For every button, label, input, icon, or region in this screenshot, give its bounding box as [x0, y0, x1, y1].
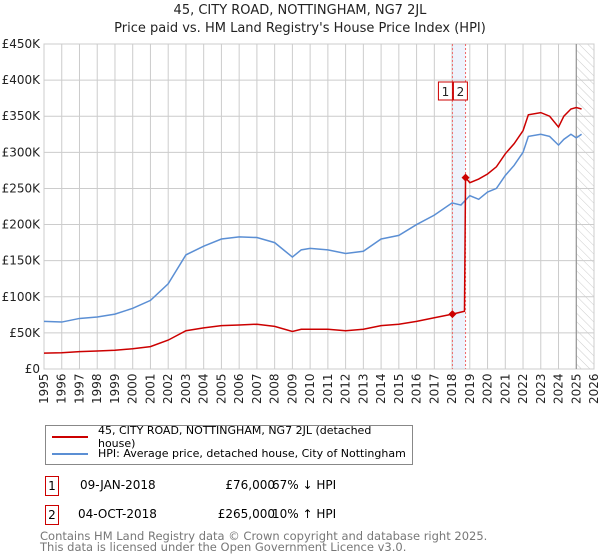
hpi-legend-swatch	[52, 452, 88, 455]
legend-hpi: HPI: Average price, detached house, City…	[98, 447, 406, 460]
legend: 45, CITY ROAD, NOTTINGHAM, NG7 2JL (deta…	[45, 423, 413, 465]
x-tick-label: 1997	[72, 373, 86, 404]
x-tick-label: 2025	[569, 373, 583, 404]
x-tick-label: 2017	[427, 373, 441, 404]
x-tick-label: 1996	[55, 373, 69, 404]
sale-point	[461, 173, 470, 182]
chart-title: 45, CITY ROAD, NOTTINGHAM, NG7 2JL	[173, 3, 427, 18]
x-tick-label: 2002	[161, 373, 175, 404]
sale-badge: 2	[45, 505, 59, 525]
x-tick-label: 2006	[232, 373, 246, 404]
x-tick-label: 2010	[303, 373, 317, 404]
sale-hpi: 10% ↑ HPI	[272, 507, 337, 521]
x-tick-label: 2004	[197, 373, 211, 404]
legend-property: 45, CITY ROAD, NOTTINGHAM, NG7 2JL (deta…	[97, 423, 372, 450]
sale-label-box	[452, 81, 468, 101]
sale-label-box	[437, 81, 453, 101]
x-tick-label: 2013	[356, 373, 370, 404]
y-tick-label: £0	[25, 362, 40, 376]
property-line	[43, 106, 582, 354]
sale-price: £76,000	[225, 478, 275, 492]
x-tick-label: 2001	[143, 373, 157, 404]
sale-label: 1	[442, 85, 450, 99]
x-tick-label: 2022	[516, 373, 530, 404]
forecast-hatch	[576, 44, 594, 369]
x-tick-label: 2020	[481, 373, 495, 404]
x-tick-label: 2024	[552, 373, 566, 404]
footer-line-1: Contains HM Land Registry data © Crown c…	[40, 529, 488, 543]
plot-area	[43, 43, 595, 370]
sale-hpi: 67% ↓ HPI	[272, 478, 337, 492]
y-tick-label: £400K	[2, 73, 42, 87]
x-tick-label: 2021	[498, 373, 512, 404]
property-legend-swatch	[52, 435, 88, 438]
y-tick-label: £250K	[2, 181, 42, 195]
y-tick-label: £50K	[9, 326, 41, 340]
x-tick-label: 2015	[392, 373, 406, 404]
x-tick-label: 1998	[90, 373, 104, 404]
price-chart: 1995 1996 1997 1998 1999 2000 2001 2002 2003 2004…	[2, 37, 600, 404]
x-tick-label: 2026	[587, 373, 600, 404]
x-tick-label: 2016	[410, 373, 424, 404]
x-tick-label: 2011	[321, 373, 335, 404]
x-tick-label: 2009	[285, 373, 299, 404]
x-tick-label: 2014	[374, 373, 388, 404]
y-tick-label: £300K	[2, 145, 42, 159]
footer: Contains HM Land Registry data © Crown c…	[40, 529, 488, 554]
y-tick-label: £200K	[2, 218, 42, 232]
x-tick-label: 2005	[214, 373, 228, 404]
sale-date: 09-JAN-2018	[80, 478, 156, 492]
y-tick-label: £350K	[2, 109, 42, 123]
y-tick-label: £450K	[2, 37, 42, 51]
sale-point	[448, 310, 457, 319]
x-tick-label: 2019	[463, 373, 477, 404]
x-tick-label: 2000	[126, 373, 140, 404]
x-tick-label: 2008	[268, 373, 282, 404]
sale-date: 04-OCT-2018	[78, 507, 157, 521]
sale-period-band	[452, 44, 466, 369]
sale-badge: 1	[45, 476, 59, 496]
x-tick-label: 2012	[339, 373, 353, 404]
x-tick-label: 2018	[445, 373, 459, 404]
sale-label: 2	[457, 85, 465, 99]
x-tick-label: 2003	[179, 373, 193, 404]
x-tick-label: 2007	[250, 373, 264, 404]
footer-line-2: This data is licensed under the Open Gov…	[40, 540, 407, 554]
x-tick-label: 1995	[37, 373, 51, 404]
sale-price: £265,000	[217, 507, 275, 521]
chart-subtitle: Price paid vs. HM Land Registry's House …	[114, 21, 486, 36]
x-tick-label: 2023	[534, 373, 548, 404]
y-tick-label: £100K	[2, 290, 42, 304]
y-tick-label: £150K	[2, 254, 42, 268]
hpi-line	[43, 133, 583, 323]
x-tick-label: 1999	[108, 373, 122, 404]
